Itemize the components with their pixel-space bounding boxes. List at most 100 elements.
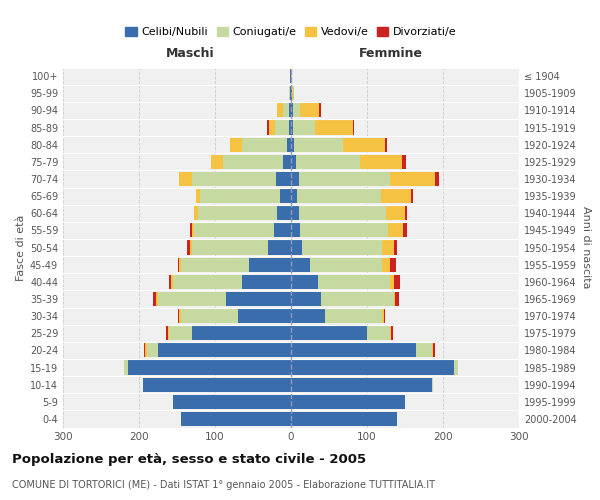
Bar — [317, 275, 390, 289]
Bar — [277, 206, 291, 220]
Bar — [143, 378, 291, 392]
Bar — [382, 240, 394, 254]
Text: COMUNE DI TORTORICI (ME) - Dati ISTAT 1° gennaio 2005 - Elaborazione TUTTITALIA.: COMUNE DI TORTORICI (ME) - Dati ISTAT 1°… — [12, 480, 435, 490]
Bar — [143, 344, 145, 357]
Bar — [297, 189, 380, 203]
Bar — [280, 189, 291, 203]
Bar — [343, 138, 385, 151]
Bar — [310, 258, 382, 272]
Bar — [390, 275, 394, 289]
Bar — [353, 120, 354, 134]
Bar — [276, 172, 291, 186]
Bar — [168, 326, 169, 340]
Bar — [194, 224, 274, 237]
Bar — [436, 172, 439, 186]
Bar — [291, 240, 302, 254]
Bar — [302, 240, 382, 254]
Bar — [128, 360, 291, 374]
Bar — [238, 309, 291, 323]
Bar — [196, 189, 200, 203]
Bar — [179, 309, 181, 323]
Bar — [390, 326, 391, 340]
Bar — [145, 344, 146, 357]
Bar — [394, 240, 397, 254]
Bar — [394, 275, 400, 289]
Bar — [431, 344, 433, 357]
Bar — [391, 326, 393, 340]
Bar — [169, 275, 171, 289]
Bar — [158, 344, 291, 357]
Bar — [197, 206, 277, 220]
Bar — [275, 120, 289, 134]
Bar — [181, 258, 249, 272]
Bar — [223, 155, 283, 169]
Bar — [291, 120, 293, 134]
Bar — [431, 378, 433, 392]
Bar — [249, 258, 291, 272]
Legend: Celibi/Nubili, Coniugati/e, Vedovi/e, Divorziati/e: Celibi/Nubili, Coniugati/e, Vedovi/e, Di… — [121, 22, 461, 42]
Bar — [290, 69, 291, 83]
Bar — [171, 275, 173, 289]
Bar — [291, 412, 397, 426]
Bar — [314, 120, 353, 134]
Bar — [296, 155, 360, 169]
Text: Maschi: Maschi — [166, 48, 215, 60]
Bar — [299, 206, 386, 220]
Bar — [158, 292, 226, 306]
Bar — [166, 326, 168, 340]
Bar — [194, 206, 197, 220]
Bar — [211, 155, 223, 169]
Text: Femmine: Femmine — [359, 48, 424, 60]
Bar — [385, 138, 387, 151]
Bar — [390, 172, 436, 186]
Bar — [411, 189, 413, 203]
Bar — [382, 309, 384, 323]
Bar — [268, 120, 269, 134]
Bar — [291, 104, 293, 118]
Bar — [269, 120, 275, 134]
Bar — [173, 275, 242, 289]
Bar — [291, 326, 367, 340]
Bar — [291, 292, 322, 306]
Bar — [291, 138, 294, 151]
Bar — [274, 224, 291, 237]
Bar — [300, 104, 319, 118]
Bar — [291, 155, 296, 169]
Bar — [394, 292, 395, 306]
Bar — [187, 240, 190, 254]
Bar — [294, 138, 343, 151]
Bar — [179, 258, 181, 272]
Bar — [382, 258, 390, 272]
Bar — [322, 292, 394, 306]
Bar — [178, 258, 179, 272]
Bar — [192, 224, 194, 237]
Y-axis label: Fasce di età: Fasce di età — [16, 214, 26, 280]
Bar — [190, 224, 192, 237]
Bar — [268, 240, 291, 254]
Bar — [291, 172, 299, 186]
Bar — [300, 224, 388, 237]
Bar — [181, 309, 238, 323]
Bar — [291, 86, 292, 100]
Bar — [291, 378, 431, 392]
Bar — [277, 104, 283, 118]
Bar — [124, 360, 128, 374]
Bar — [416, 344, 431, 357]
Bar — [192, 240, 268, 254]
Bar — [402, 155, 406, 169]
Bar — [386, 206, 405, 220]
Bar — [319, 104, 320, 118]
Bar — [293, 104, 300, 118]
Bar — [287, 138, 291, 151]
Bar — [179, 172, 192, 186]
Bar — [169, 326, 192, 340]
Bar — [403, 224, 407, 237]
Bar — [200, 189, 280, 203]
Bar — [291, 344, 416, 357]
Bar — [325, 309, 382, 323]
Bar — [454, 360, 458, 374]
Bar — [293, 86, 294, 100]
Bar — [380, 189, 411, 203]
Bar — [192, 172, 276, 186]
Bar — [395, 292, 399, 306]
